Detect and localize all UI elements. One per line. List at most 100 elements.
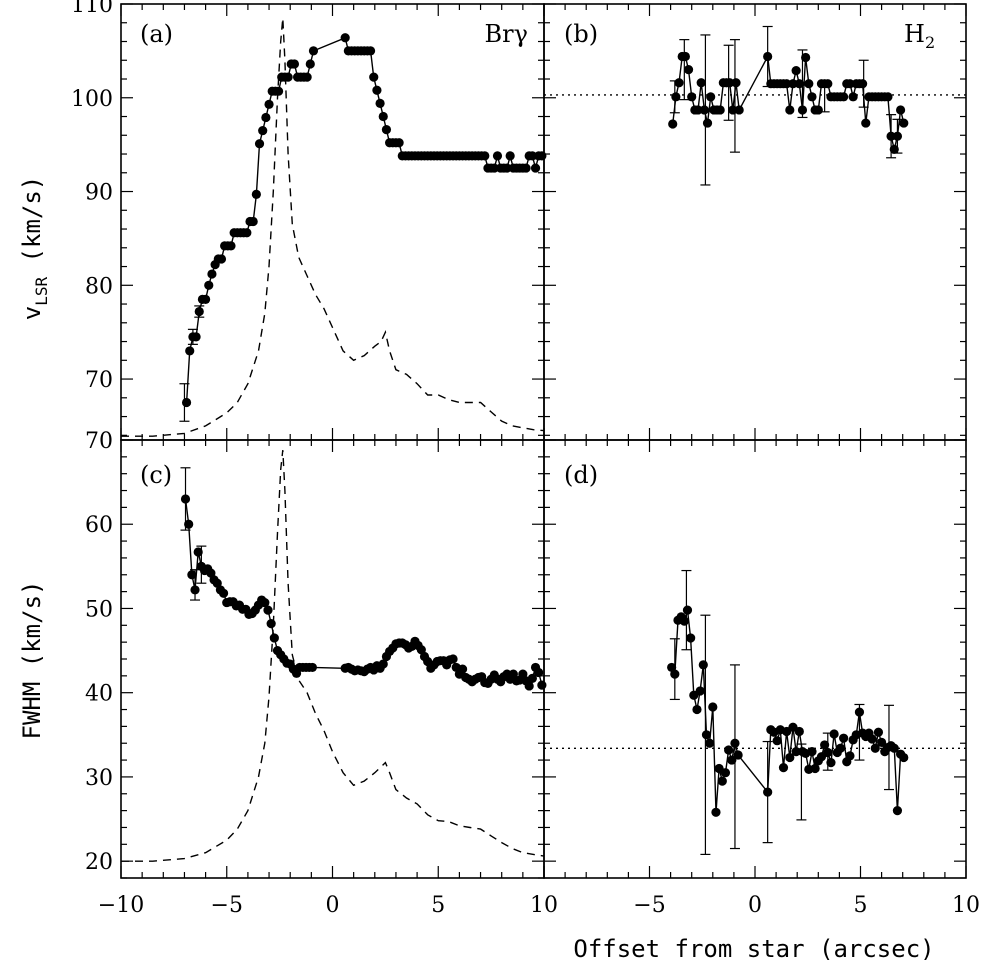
series-label-h2-sub: 2 xyxy=(925,33,935,52)
data-point-d xyxy=(679,616,689,626)
data-point-d xyxy=(724,745,734,755)
data-point-d xyxy=(877,737,887,747)
data-point-d xyxy=(785,752,795,763)
data-point-d xyxy=(807,747,817,757)
y-tick-label: 30 xyxy=(85,766,113,791)
data-point-a xyxy=(191,332,201,342)
data-point-a xyxy=(489,163,499,173)
series-line-dashed-c xyxy=(121,450,545,862)
x-tick-label: 5 xyxy=(431,893,445,918)
series-line-d xyxy=(671,609,905,813)
data-point-a xyxy=(251,189,261,199)
data-point-c xyxy=(448,654,458,664)
data-point-a xyxy=(201,294,211,304)
data-point-b xyxy=(791,65,801,76)
data-point-d xyxy=(810,763,820,774)
data-point-b xyxy=(858,79,868,89)
data-point-d xyxy=(845,751,855,761)
y-axis-title-vlsr-main: v xyxy=(18,306,46,320)
y-tick-label: 70 xyxy=(85,429,113,454)
data-point-d xyxy=(705,738,715,748)
data-point-b xyxy=(848,92,858,102)
data-point-b xyxy=(889,144,899,154)
data-point-b xyxy=(845,79,855,89)
x-tick-label: 10 xyxy=(530,893,558,918)
data-point-b xyxy=(807,92,817,102)
data-point-b xyxy=(731,78,741,88)
data-point-a xyxy=(372,85,382,95)
panel-label-a: (a) xyxy=(140,20,173,48)
data-point-a xyxy=(242,228,252,238)
axis-layer: 70 80 90 100 110 20 30 40 50 60 70 −10 −5 0 5 10 −5 0 5 10 xyxy=(71,0,980,918)
data-point-a xyxy=(264,99,274,109)
panel-frame-b xyxy=(543,3,967,441)
panel-label-c: (c) xyxy=(140,461,172,489)
data-point-b xyxy=(702,118,713,128)
x-axis-title: Offset from star (arcsec) xyxy=(573,935,934,963)
data-point-d xyxy=(682,605,693,615)
data-point-b xyxy=(804,79,814,89)
data-point-c xyxy=(260,597,270,608)
data-point-a xyxy=(302,72,312,82)
data-point-a xyxy=(505,151,515,161)
data-point-b xyxy=(699,105,709,115)
y-axis-title-vlsr: vLSR (km/s) xyxy=(18,176,51,321)
data-point-d xyxy=(720,768,731,778)
series-line-c xyxy=(184,498,543,688)
data-point-d xyxy=(899,752,909,763)
data-point-c xyxy=(193,547,203,557)
x-tick-label: 0 xyxy=(326,893,340,918)
y-axis-title-vlsr-sub: LSR xyxy=(32,277,51,306)
data-point-d xyxy=(708,702,718,712)
data-point-b xyxy=(706,92,716,102)
data-point-b xyxy=(687,92,697,102)
data-point-a xyxy=(340,33,350,43)
y-tick-label: 20 xyxy=(85,850,113,875)
data-point-a xyxy=(308,46,319,56)
data-point-b xyxy=(895,105,906,115)
y-tick-label: 90 xyxy=(85,181,113,206)
data-point-d xyxy=(698,660,708,670)
data-point-a xyxy=(261,112,271,123)
y-axis-title-vlsr-unit: (km/s) xyxy=(18,176,46,277)
data-point-c xyxy=(218,588,229,598)
data-point-a xyxy=(537,151,547,161)
x-tick-label: −5 xyxy=(633,893,665,918)
x-tick-label: −5 xyxy=(211,893,243,918)
y-tick-label: 50 xyxy=(85,597,113,622)
data-point-a xyxy=(394,138,404,148)
data-point-a xyxy=(521,163,531,173)
data-point-b xyxy=(671,92,681,102)
x-tick-label: −10 xyxy=(98,893,144,918)
data-point-a xyxy=(502,163,512,173)
data-point-b xyxy=(785,105,795,115)
data-point-d xyxy=(873,727,884,737)
data-point-a xyxy=(207,269,217,279)
data-point-a xyxy=(289,59,300,69)
data-layer xyxy=(121,18,966,862)
data-point-d xyxy=(727,755,737,765)
data-point-d xyxy=(826,758,836,768)
data-point-a xyxy=(381,125,392,135)
data-point-d xyxy=(695,686,705,696)
data-point-a xyxy=(248,216,258,227)
data-point-d xyxy=(892,806,903,816)
data-point-b xyxy=(683,65,694,75)
data-point-d xyxy=(835,743,846,753)
data-point-d xyxy=(717,776,727,786)
data-point-c xyxy=(527,673,537,683)
data-point-c xyxy=(537,680,547,690)
y-tick-label: 70 xyxy=(85,368,113,393)
data-point-b xyxy=(734,105,744,115)
data-point-b xyxy=(801,52,811,63)
x-tick-label: 0 xyxy=(748,893,762,918)
data-point-b xyxy=(693,105,703,115)
series-line-a xyxy=(185,36,542,403)
panel-frame-c xyxy=(120,439,545,879)
data-point-a xyxy=(378,111,388,122)
data-point-b xyxy=(883,92,893,102)
data-point-b xyxy=(794,79,804,89)
panel-label-d: (d) xyxy=(564,461,598,489)
data-point-b xyxy=(788,79,798,89)
panel-label-b: (b) xyxy=(564,20,598,48)
